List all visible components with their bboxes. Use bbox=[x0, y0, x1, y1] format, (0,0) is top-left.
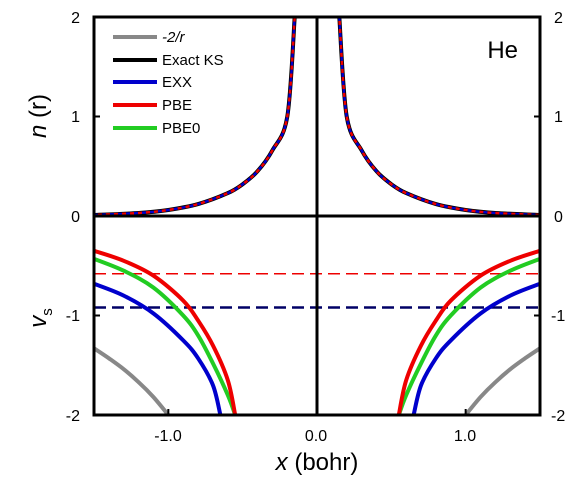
legend-label: -2/r bbox=[162, 29, 186, 46]
series-line-pbe0 bbox=[94, 256, 238, 415]
y-left-tick-label: 2 bbox=[71, 10, 80, 27]
legend-label: Exact KS bbox=[162, 52, 224, 69]
series-line-exactks bbox=[94, 17, 297, 217]
density-overlay-pbe bbox=[94, 17, 296, 217]
element-annotation: He bbox=[487, 37, 518, 64]
density-overlay-pbe bbox=[338, 17, 540, 217]
y-right-tick-label: -1 bbox=[551, 308, 565, 325]
legend-label: PBE0 bbox=[162, 120, 200, 137]
x-tick-label: -1.0 bbox=[154, 428, 182, 445]
density-overlay-exx bbox=[94, 17, 296, 217]
upper-y-axis-label: n (r) bbox=[25, 94, 52, 138]
ticks-layer bbox=[94, 16, 540, 416]
lower-y-axis-label: vs bbox=[25, 308, 56, 328]
legend-label: EXX bbox=[162, 74, 192, 91]
y-right-tick-label: 0 bbox=[554, 209, 563, 226]
series-line-exx bbox=[411, 281, 540, 415]
x-tick-label: 0.0 bbox=[305, 428, 327, 445]
legend: -2/r Exact KS EXX PBE PBE0 bbox=[113, 29, 224, 137]
y-left-tick-label: -1 bbox=[66, 308, 80, 325]
y-right-tick-label: 1 bbox=[554, 109, 563, 126]
series-line-pbe bbox=[396, 248, 540, 415]
series-line-pbe0 bbox=[396, 256, 540, 415]
y-left-tick-label: 0 bbox=[71, 209, 80, 226]
series-line-exx bbox=[94, 281, 223, 415]
series-line-2r bbox=[463, 346, 540, 415]
density-overlay-exx bbox=[338, 17, 540, 217]
y-right-tick-label: -2 bbox=[551, 408, 565, 425]
y-left-tick-label: -2 bbox=[66, 408, 80, 425]
legend-label: PBE bbox=[162, 97, 192, 114]
y-left-tick-label: 1 bbox=[71, 109, 80, 126]
y-right-tick-label: 2 bbox=[554, 10, 563, 27]
series-line-2r bbox=[94, 346, 171, 415]
x-tick-label: 1.0 bbox=[454, 428, 476, 445]
series-line-pbe bbox=[94, 248, 238, 415]
x-axis-label: x (bohr) bbox=[275, 449, 359, 476]
curves-layer bbox=[94, 17, 540, 415]
